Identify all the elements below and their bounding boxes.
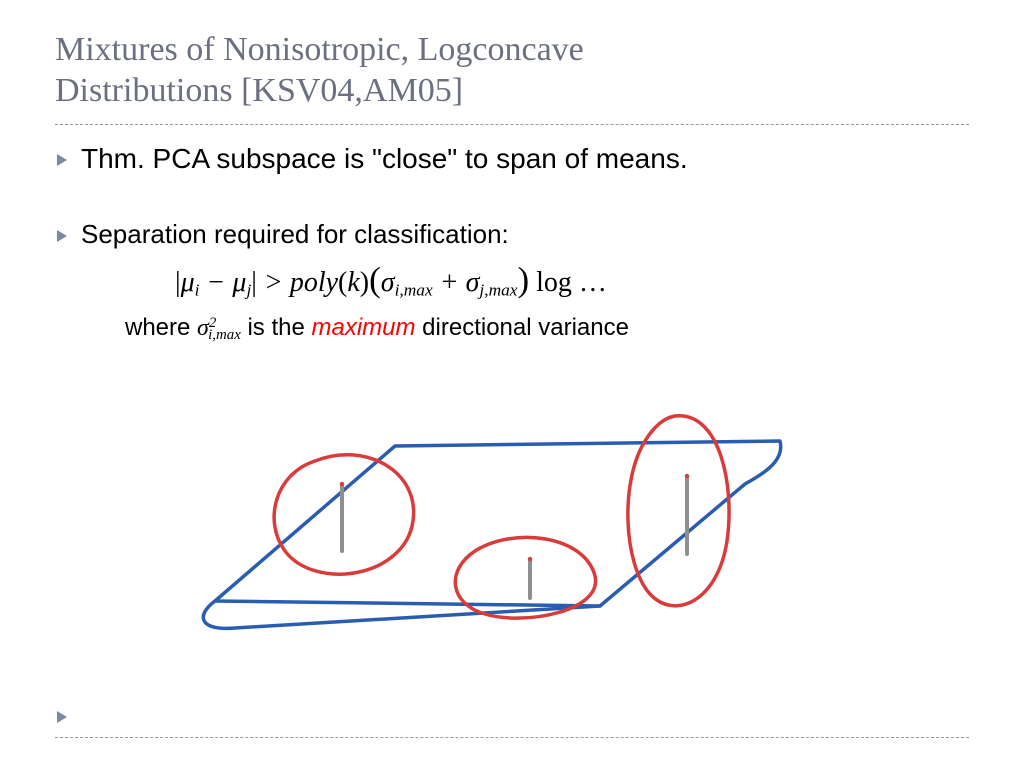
where-clause: where σ2i,max is the maximum directional… <box>55 314 969 344</box>
where-suffix: directional variance <box>416 314 629 341</box>
clusters-diagram <box>145 366 825 656</box>
bullet1-text: Thm. PCA subspace is "close" to span of … <box>81 143 688 175</box>
divider-top <box>55 124 969 125</box>
title-line2: Distributions [KSV04,AM05] <box>55 72 463 109</box>
bullet-1: Thm. PCA subspace is "close" to span of … <box>55 143 969 175</box>
where-mid: is the <box>241 314 312 341</box>
divider-bottom <box>55 737 969 738</box>
diagram <box>55 366 969 661</box>
slide: Mixtures of Nonisotropic, Logconcave Dis… <box>0 0 1024 768</box>
separation-formula: |μi − μj| > poly(k)(σi,max + σj,max) log… <box>55 260 969 300</box>
slide-title: Mixtures of Nonisotropic, Logconcave Dis… <box>55 30 969 112</box>
bullet-icon <box>55 228 69 244</box>
spacer <box>55 185 969 219</box>
footer-bullet-icon <box>55 709 69 730</box>
where-maximum: maximum <box>312 314 416 341</box>
title-line1: Mixtures of Nonisotropic, Logconcave <box>55 31 584 68</box>
bullet2-text: Separation required for classification: <box>81 219 509 250</box>
bullet-icon <box>55 152 69 168</box>
where-prefix: where <box>125 314 197 341</box>
bullet-2: Separation required for classification: <box>55 219 969 250</box>
